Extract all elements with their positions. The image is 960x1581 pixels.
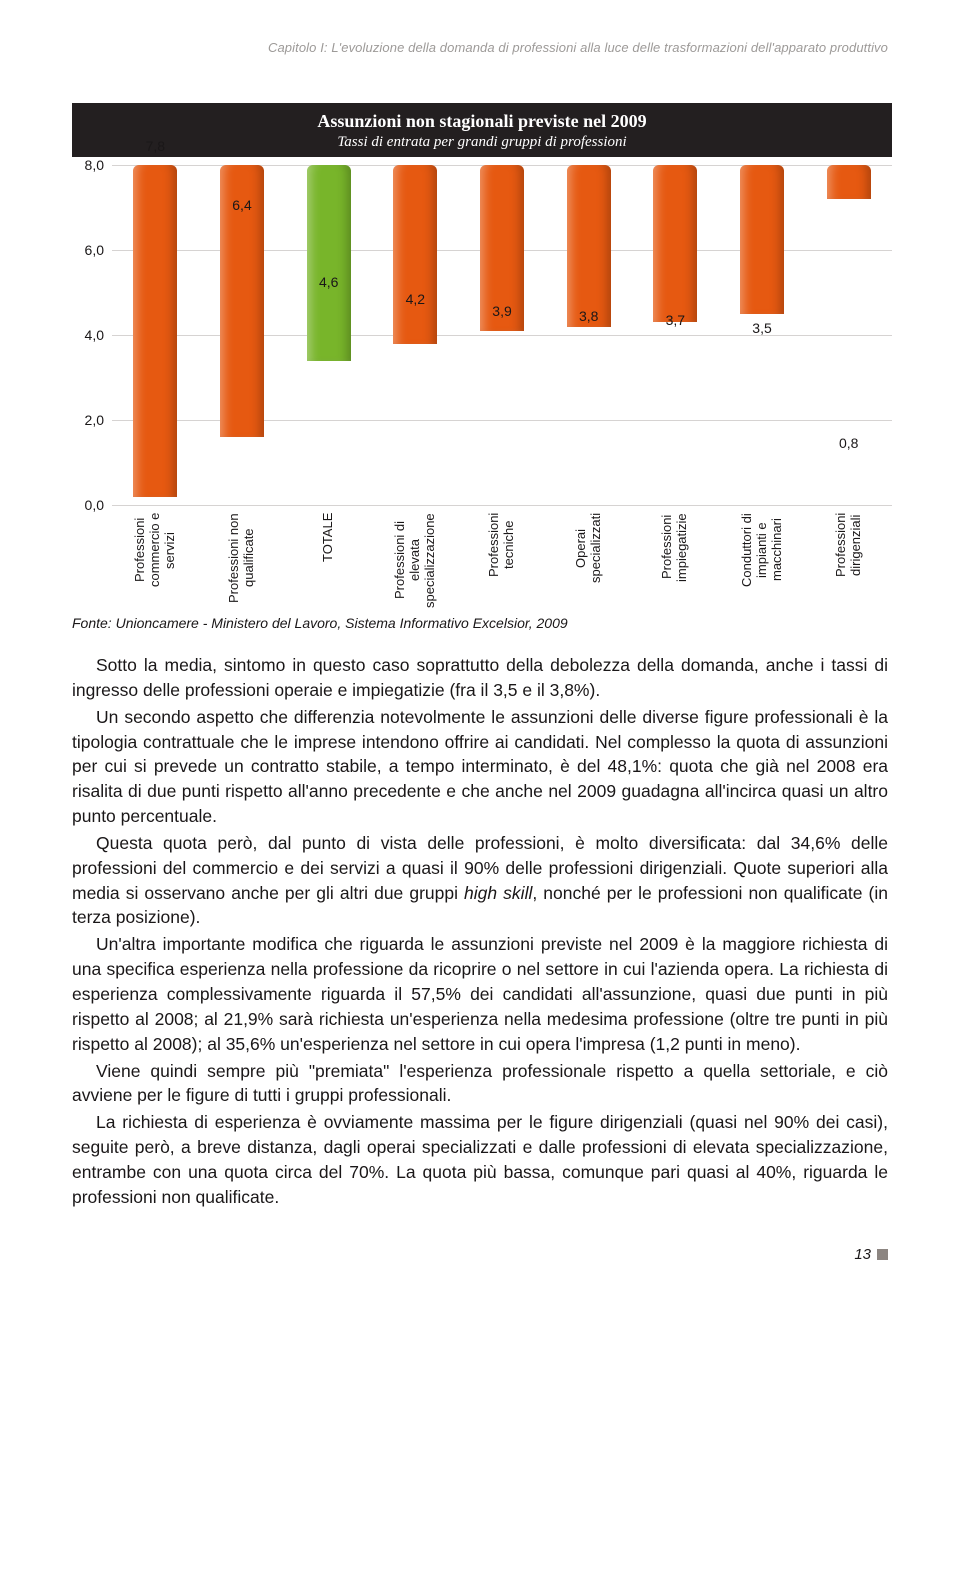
chart-title: Assunzioni non stagionali previste nel 2… — [72, 111, 892, 132]
bar-column: 3,5Conduttori diimpianti emacchinari — [719, 165, 806, 505]
bar-value-label: 0,8 — [839, 435, 858, 451]
page-number-row: 13 — [72, 1246, 888, 1263]
bar — [653, 165, 697, 322]
running-head: Capitolo I: L'evoluzione della domanda d… — [72, 40, 888, 55]
gridline — [112, 505, 892, 506]
body-paragraph: Un secondo aspetto che differenzia notev… — [72, 705, 888, 829]
body-paragraph: La richiesta di esperienza è ovviamente … — [72, 1110, 888, 1209]
bar-column: 0,8Professionidirigenziali — [805, 165, 892, 505]
chart-subtitle: Tassi di entrata per grandi gruppi di pr… — [72, 134, 892, 151]
bar-category-label: Professioni nonqualificate — [227, 513, 257, 613]
bar-value-label: 3,8 — [579, 308, 598, 324]
chart-container: Assunzioni non stagionali previste nel 2… — [72, 103, 892, 505]
chart-header: Assunzioni non stagionali previste nel 2… — [72, 103, 892, 157]
y-axis-labels: 0,02,04,06,08,0 — [64, 165, 104, 505]
chart-area: 0,02,04,06,08,0 7,8Professionicommercio … — [72, 165, 892, 505]
bar-value-label: 3,9 — [492, 303, 511, 319]
bar — [827, 165, 871, 199]
chart-plot: 7,8Professionicommercio eservizi6,4Profe… — [112, 165, 892, 505]
bar — [393, 165, 437, 344]
bar-column: 4,6TOTALE — [285, 165, 372, 505]
bar-value-label: 7,8 — [146, 138, 165, 154]
bar-category-label: Professioni dielevataspecializzazione — [393, 513, 438, 613]
page-marker-icon — [877, 1249, 888, 1260]
body-paragraph: Viene quindi sempre più "premiata" l'esp… — [72, 1059, 888, 1109]
bar-value-label: 4,6 — [319, 274, 338, 290]
bar-column: 6,4Professioni nonqualificate — [199, 165, 286, 505]
bar-column: 7,8Professionicommercio eservizi — [112, 165, 199, 505]
y-tick-label: 8,0 — [85, 157, 104, 173]
bar-category-label: Professionicommercio eservizi — [133, 513, 178, 613]
bar — [567, 165, 611, 327]
bar — [307, 165, 351, 361]
bar-column: 3,9Professionitecniche — [459, 165, 546, 505]
bar-category-label: Conduttori diimpianti emacchinari — [740, 513, 785, 613]
bar-category-label: Professionitecniche — [487, 513, 517, 613]
bar-column: 3,7Professioniimpiegatizie — [632, 165, 719, 505]
body-text: Sotto la media, sintomo in questo caso s… — [72, 653, 888, 1210]
bar-category-label: Professionidirigenziali — [834, 513, 864, 613]
body-paragraph: Sotto la media, sintomo in questo caso s… — [72, 653, 888, 703]
y-tick-label: 0,0 — [85, 497, 104, 513]
body-paragraph: Un'altra importante modifica che riguard… — [72, 932, 888, 1056]
y-tick-label: 6,0 — [85, 242, 104, 258]
bar-value-label: 6,4 — [232, 197, 251, 213]
bar-value-label: 3,7 — [666, 312, 685, 328]
bar-category-label: TOTALE — [321, 513, 336, 613]
y-tick-label: 4,0 — [85, 327, 104, 343]
body-paragraph: Questa quota però, dal punto di vista de… — [72, 831, 888, 930]
page-number: 13 — [854, 1246, 871, 1263]
bar-column: 4,2Professioni dielevataspecializzazione — [372, 165, 459, 505]
bar-column: 3,8Operaispecializzati — [545, 165, 632, 505]
bar-category-label: Professioniimpiegatizie — [660, 513, 690, 613]
bar-value-label: 3,5 — [752, 320, 771, 336]
bar — [133, 165, 177, 497]
bar-value-label: 4,2 — [406, 291, 425, 307]
bar-category-label: Operaispecializzati — [574, 513, 604, 613]
chart-source: Fonte: Unioncamere - Ministero del Lavor… — [72, 615, 888, 631]
bar — [740, 165, 784, 314]
y-tick-label: 2,0 — [85, 412, 104, 428]
